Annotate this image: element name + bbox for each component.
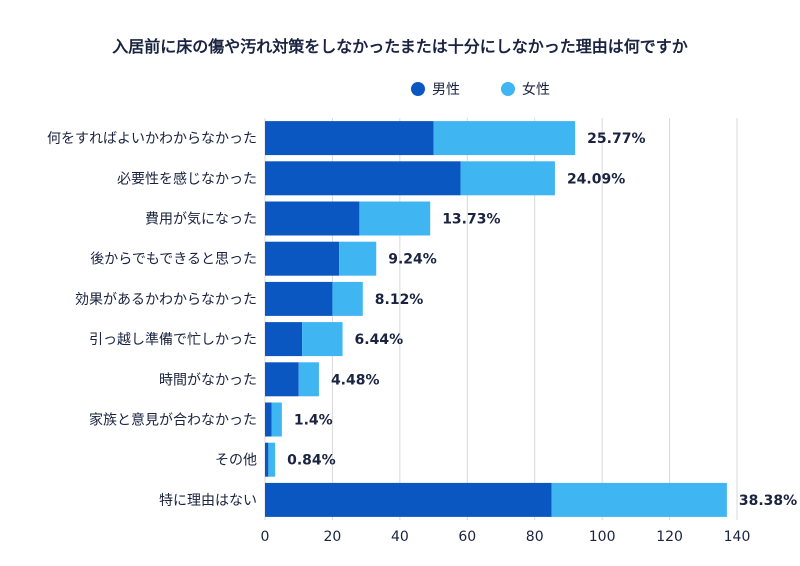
x-tick-label: 80	[526, 529, 544, 545]
x-tick-label: 40	[391, 529, 409, 545]
category-labels: 何をすればよいかわからなかった必要性を感じなかった費用が気になった後からでもでき…	[47, 131, 257, 509]
data-label: 4.48%	[331, 372, 380, 388]
bar-male-6	[265, 362, 299, 397]
category-label: 必要性を感じなかった	[117, 170, 257, 187]
bar-male-5	[265, 322, 303, 357]
legend: 男性 女性	[411, 81, 550, 98]
bars	[265, 121, 727, 517]
category-label: 家族と意見が合わなかった	[89, 412, 257, 429]
bar-female-1	[460, 161, 555, 196]
value-labels: 25.77% 24.09% 13.73% 9.24% 8.12% 6.44% 4.48% 1.…	[287, 131, 797, 509]
bar-male-4	[265, 281, 333, 316]
data-label: 9.24%	[388, 252, 437, 268]
category-label: 後からでもできると思った	[90, 252, 257, 268]
bar-female-4	[332, 281, 363, 316]
bar-female-5	[302, 322, 343, 357]
category-label: 何をすればよいかわからなかった	[47, 131, 257, 147]
bar-female-7	[271, 402, 282, 437]
data-label: 13.73%	[442, 212, 500, 228]
category-label: 効果があるかわからなかった	[75, 292, 257, 308]
category-label: 時間がなかった	[159, 372, 257, 388]
category-label: その他	[215, 453, 257, 469]
data-label: 25.77%	[587, 131, 645, 147]
data-label: 38.38%	[739, 493, 797, 509]
x-tick-label: 120	[656, 529, 683, 545]
data-label: 1.4%	[294, 413, 333, 429]
chart-title: 入居前に床の傷や汚れ対策をしなかったまたは十分にしなかった理由は何ですか	[112, 37, 688, 56]
bar-male-9	[265, 482, 552, 517]
legend-label: 女性	[522, 81, 550, 98]
x-tick-labels: 0 20 40 60 80 100 120 140	[261, 529, 751, 545]
bar-female-0	[433, 121, 576, 156]
bar-female-2	[359, 201, 431, 236]
x-tick-label: 100	[589, 529, 616, 545]
legend-label: 男性	[432, 82, 460, 98]
bar-female-8	[268, 442, 276, 477]
legend-swatch	[411, 82, 425, 96]
bar-male-8	[265, 442, 269, 477]
bar-female-6	[298, 362, 319, 397]
data-label: 6.44%	[355, 332, 404, 348]
data-label: 24.09%	[567, 171, 625, 187]
bar-male-3	[265, 241, 340, 276]
bar-male-2	[265, 201, 360, 236]
bar-male-1	[265, 161, 461, 196]
bar-female-3	[339, 241, 377, 276]
x-tick-label: 0	[261, 529, 270, 545]
bar-male-0	[265, 121, 434, 156]
data-label: 0.84%	[287, 453, 336, 469]
bar-female-9	[551, 482, 727, 517]
x-tick-label: 20	[324, 529, 342, 545]
category-label: 費用が気になった	[145, 212, 257, 228]
category-label: 特に理由はない	[159, 493, 257, 509]
x-tick-label: 60	[458, 529, 476, 545]
legend-swatch	[501, 82, 515, 96]
category-label: 引っ越し準備で忙しかった	[89, 332, 257, 348]
bar-male-7	[265, 402, 272, 437]
x-tick-label: 140	[724, 529, 751, 545]
data-label: 8.12%	[375, 292, 424, 308]
